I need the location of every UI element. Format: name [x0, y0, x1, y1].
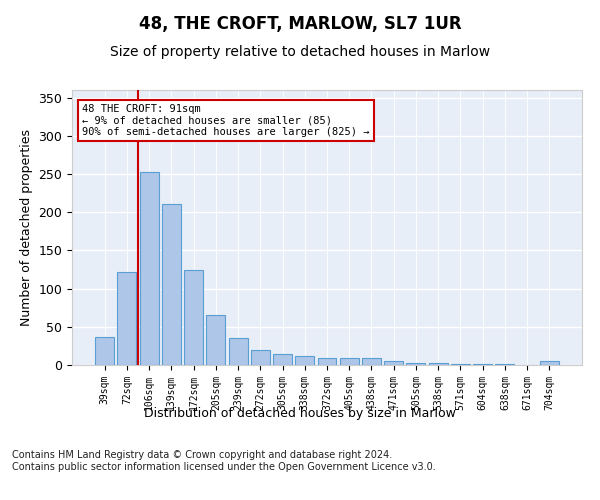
Bar — [251, 350, 270, 365]
Bar — [496, 364, 514, 365]
Y-axis label: Number of detached properties: Number of detached properties — [20, 129, 33, 326]
Bar — [451, 364, 470, 365]
Bar — [340, 358, 359, 365]
Bar — [540, 361, 559, 365]
Text: Size of property relative to detached houses in Marlow: Size of property relative to detached ho… — [110, 45, 490, 59]
Bar — [206, 314, 225, 365]
Bar — [317, 358, 337, 365]
Bar — [406, 362, 425, 365]
Bar — [384, 361, 403, 365]
Bar — [140, 172, 158, 365]
Bar — [118, 272, 136, 365]
Bar — [162, 204, 181, 365]
Bar — [273, 354, 292, 365]
Bar — [429, 364, 448, 365]
Bar — [362, 358, 381, 365]
Text: 48, THE CROFT, MARLOW, SL7 1UR: 48, THE CROFT, MARLOW, SL7 1UR — [139, 15, 461, 33]
Bar — [473, 364, 492, 365]
Bar — [184, 270, 203, 365]
Text: 48 THE CROFT: 91sqm
← 9% of detached houses are smaller (85)
90% of semi-detache: 48 THE CROFT: 91sqm ← 9% of detached hou… — [82, 104, 370, 137]
Bar — [95, 336, 114, 365]
Bar — [229, 338, 248, 365]
Text: Distribution of detached houses by size in Marlow: Distribution of detached houses by size … — [144, 408, 456, 420]
Bar — [295, 356, 314, 365]
Text: Contains HM Land Registry data © Crown copyright and database right 2024.
Contai: Contains HM Land Registry data © Crown c… — [12, 450, 436, 471]
